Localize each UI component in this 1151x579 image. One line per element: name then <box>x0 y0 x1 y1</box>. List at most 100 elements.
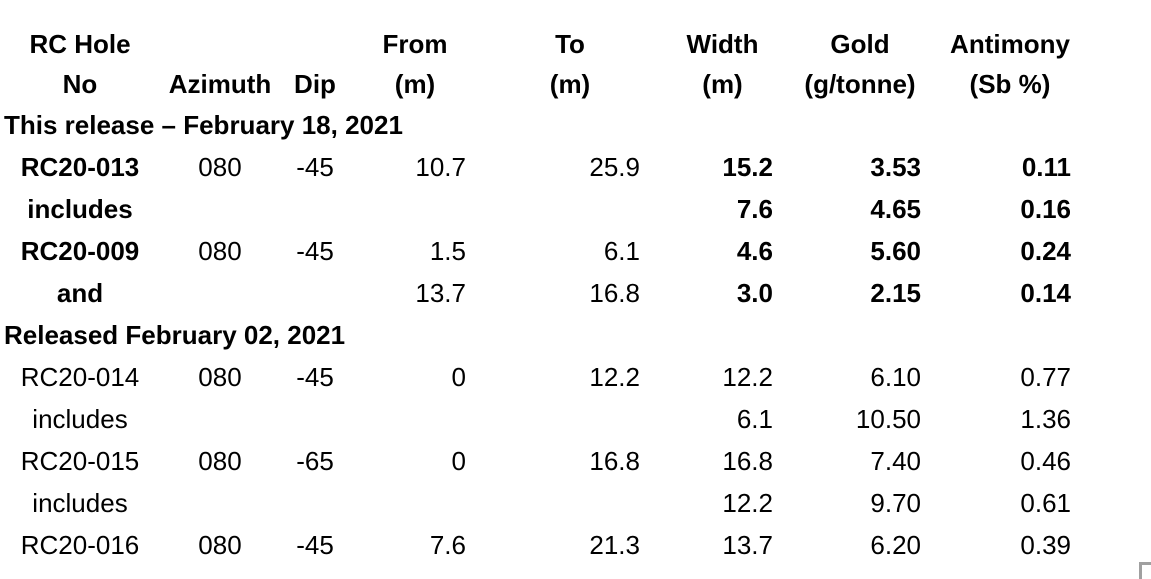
cell-dip: -65 <box>296 446 334 476</box>
col-header-dip: Dip <box>294 69 336 99</box>
cell-to: 12.2 <box>589 362 640 392</box>
col-header-from: From (m) <box>382 29 448 99</box>
table-row: RC20-014 080 -45 0 12.2 12.2 6.10 0.77 <box>0 356 1151 398</box>
cell-hole-no: RC20-016 <box>20 530 140 560</box>
cell-gold: 6.20 <box>870 530 921 560</box>
col-header-azimuth: Azimuth <box>168 69 272 99</box>
cell-antimony: 0.11 <box>1021 152 1071 182</box>
cell-gold: 7.40 <box>870 446 921 476</box>
cell-width: 12.2 <box>722 488 773 518</box>
cell-from <box>350 188 480 230</box>
cell-spacer <box>1085 356 1151 398</box>
cell-azimuth: 080 <box>198 362 242 392</box>
cell-hole-no: and <box>56 278 104 308</box>
table-row: RC20-015 080 -65 0 16.8 16.8 7.40 0.46 <box>0 440 1151 482</box>
col-header-rc-hole-no: RC Hole No <box>29 29 131 99</box>
header-row: RC Hole No Azimuth Dip From (m) To (m) W… <box>0 0 1151 104</box>
cell-width: 12.2 <box>722 362 773 392</box>
cell-azimuth <box>160 188 280 230</box>
cell-to <box>480 482 660 524</box>
cell-spacer <box>1085 482 1151 524</box>
cell-antimony: 0.61 <box>1020 488 1071 518</box>
cell-antimony: 0.24 <box>1020 236 1071 266</box>
col-header-to: To (m) <box>549 29 591 99</box>
cell-width: 15.2 <box>722 152 773 182</box>
cell-gold: 4.65 <box>870 194 921 224</box>
cell-dip: -45 <box>296 152 334 182</box>
cell-hole-no: includes <box>27 194 133 224</box>
cell-azimuth <box>160 272 280 314</box>
col-header-width: Width (m) <box>686 29 759 99</box>
cell-antimony: 0.39 <box>1020 530 1071 560</box>
cell-from: 0 <box>451 446 466 476</box>
section-header-this-release: This release – February 18, 2021 <box>4 110 403 140</box>
cell-width: 4.6 <box>736 236 773 266</box>
cell-from: 0 <box>451 362 466 392</box>
cell-azimuth <box>160 398 280 440</box>
table-row: includes 12.2 9.70 0.61 <box>0 482 1151 524</box>
cell-antimony: 0.14 <box>1020 278 1071 308</box>
cell-spacer <box>1085 398 1151 440</box>
cell-hole-no: RC20-015 <box>20 446 140 476</box>
cell-to: 25.9 <box>589 152 640 182</box>
section-header-released-feb-02: Released February 02, 2021 <box>4 320 346 350</box>
cell-width: 3.0 <box>736 278 773 308</box>
section-row: This release – February 18, 2021 <box>0 104 1151 146</box>
cell-from: 13.7 <box>415 278 466 308</box>
cell-dip: -45 <box>296 362 334 392</box>
cell-width: 6.1 <box>736 404 773 434</box>
cell-spacer <box>1085 146 1151 188</box>
table-row: RC20-013 080 -45 10.7 25.9 15.2 3.53 0.1… <box>0 146 1151 188</box>
cell-dip <box>280 272 350 314</box>
table-row: includes 6.1 10.50 1.36 <box>0 398 1151 440</box>
cell-gold: 2.15 <box>870 278 921 308</box>
cell-hole-no: RC20-014 <box>20 362 140 392</box>
cell-gold: 9.70 <box>870 488 921 518</box>
cell-to <box>480 398 660 440</box>
cell-gold: 5.60 <box>870 236 921 266</box>
cell-azimuth: 080 <box>198 152 242 182</box>
cell-azimuth <box>160 482 280 524</box>
cell-dip <box>280 482 350 524</box>
cell-from <box>350 398 480 440</box>
cell-dip <box>280 188 350 230</box>
table-row: includes 7.6 4.65 0.16 <box>0 188 1151 230</box>
cell-antimony: 0.77 <box>1020 362 1071 392</box>
cell-to <box>480 188 660 230</box>
cell-from: 1.5 <box>429 236 466 266</box>
cell-width: 16.8 <box>722 446 773 476</box>
section-row: Released February 02, 2021 <box>0 314 1151 356</box>
cell-dip: -45 <box>296 530 334 560</box>
cell-gold: 3.53 <box>870 152 921 182</box>
table-row: RC20-016 080 -45 7.6 21.3 13.7 6.20 0.39 <box>0 524 1151 566</box>
box-corner-fragment <box>1139 562 1151 579</box>
cell-width: 13.7 <box>722 530 773 560</box>
cell-to: 21.3 <box>589 530 640 560</box>
cell-azimuth: 080 <box>198 446 242 476</box>
cell-spacer <box>1085 524 1151 566</box>
cell-antimony: 1.36 <box>1020 404 1071 434</box>
cell-antimony: 0.46 <box>1020 446 1071 476</box>
drill-results-table: RC Hole No Azimuth Dip From (m) To (m) W… <box>0 0 1151 566</box>
cell-azimuth: 080 <box>198 236 242 266</box>
cell-from <box>350 482 480 524</box>
cell-hole-no: includes <box>32 488 128 518</box>
cell-spacer <box>1085 188 1151 230</box>
cell-antimony: 0.16 <box>1020 194 1071 224</box>
col-header-spacer <box>1085 0 1151 104</box>
cell-hole-no: includes <box>32 404 128 434</box>
cell-from: 7.6 <box>429 530 466 560</box>
cell-dip <box>280 398 350 440</box>
cell-dip: -45 <box>296 236 334 266</box>
cell-to: 16.8 <box>589 446 640 476</box>
table-row: and 13.7 16.8 3.0 2.15 0.14 <box>0 272 1151 314</box>
cell-spacer <box>1085 440 1151 482</box>
col-header-antimony: Antimony (Sb %) <box>950 29 1070 99</box>
cell-gold: 10.50 <box>855 404 921 434</box>
cell-gold: 6.10 <box>870 362 921 392</box>
col-header-gold: Gold (g/tonne) <box>804 29 916 99</box>
table-row: RC20-009 080 -45 1.5 6.1 4.6 5.60 0.24 <box>0 230 1151 272</box>
cell-spacer <box>1085 230 1151 272</box>
cell-hole-no: RC20-013 <box>20 152 140 182</box>
